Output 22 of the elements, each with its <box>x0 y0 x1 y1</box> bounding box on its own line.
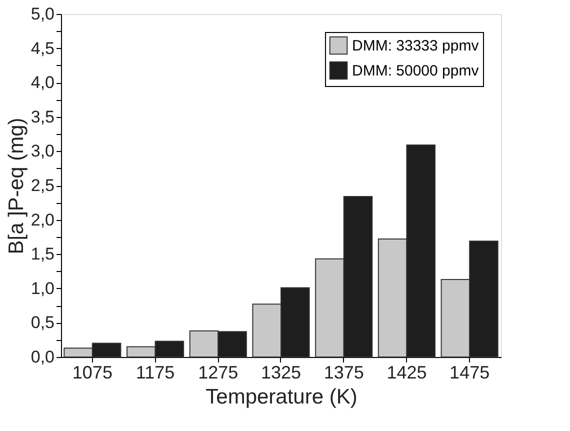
x-tick-label: 1325 <box>260 362 302 382</box>
y-tick-label: 0,5 <box>30 313 54 332</box>
x-axis-title: Temperature (K) <box>206 386 358 408</box>
legend-label: DMM: 33333 ppmv <box>352 38 480 54</box>
x-tick-label: 1175 <box>136 362 175 382</box>
y-tick-label: 3,5 <box>30 107 54 126</box>
x-tick-label: 1275 <box>198 362 238 382</box>
y-tick-label: 2,0 <box>30 210 54 230</box>
x-tick-label: 1425 <box>386 362 427 382</box>
legend-label: DMM: 50000 ppmv <box>352 62 480 80</box>
y-tick-label: 1,0 <box>30 278 54 298</box>
y-tick-label: 4,0 <box>30 73 54 92</box>
y-tick-label: 2,5 <box>30 176 54 195</box>
x-tick-label: 1375 <box>324 362 364 382</box>
y-axis-title: B[a ]P-eq (mg) <box>4 118 28 254</box>
x-tick-label: 1475 <box>450 362 490 382</box>
y-tick-label: 1,5 <box>30 244 54 264</box>
y-tick-label: 4,5 <box>30 38 54 58</box>
x-tick-label: 1075 <box>72 362 112 382</box>
y-tick-label: 5,0 <box>30 4 54 24</box>
y-tick-label: 3,0 <box>30 142 54 161</box>
y-tick-label: 0,0 <box>30 348 54 366</box>
